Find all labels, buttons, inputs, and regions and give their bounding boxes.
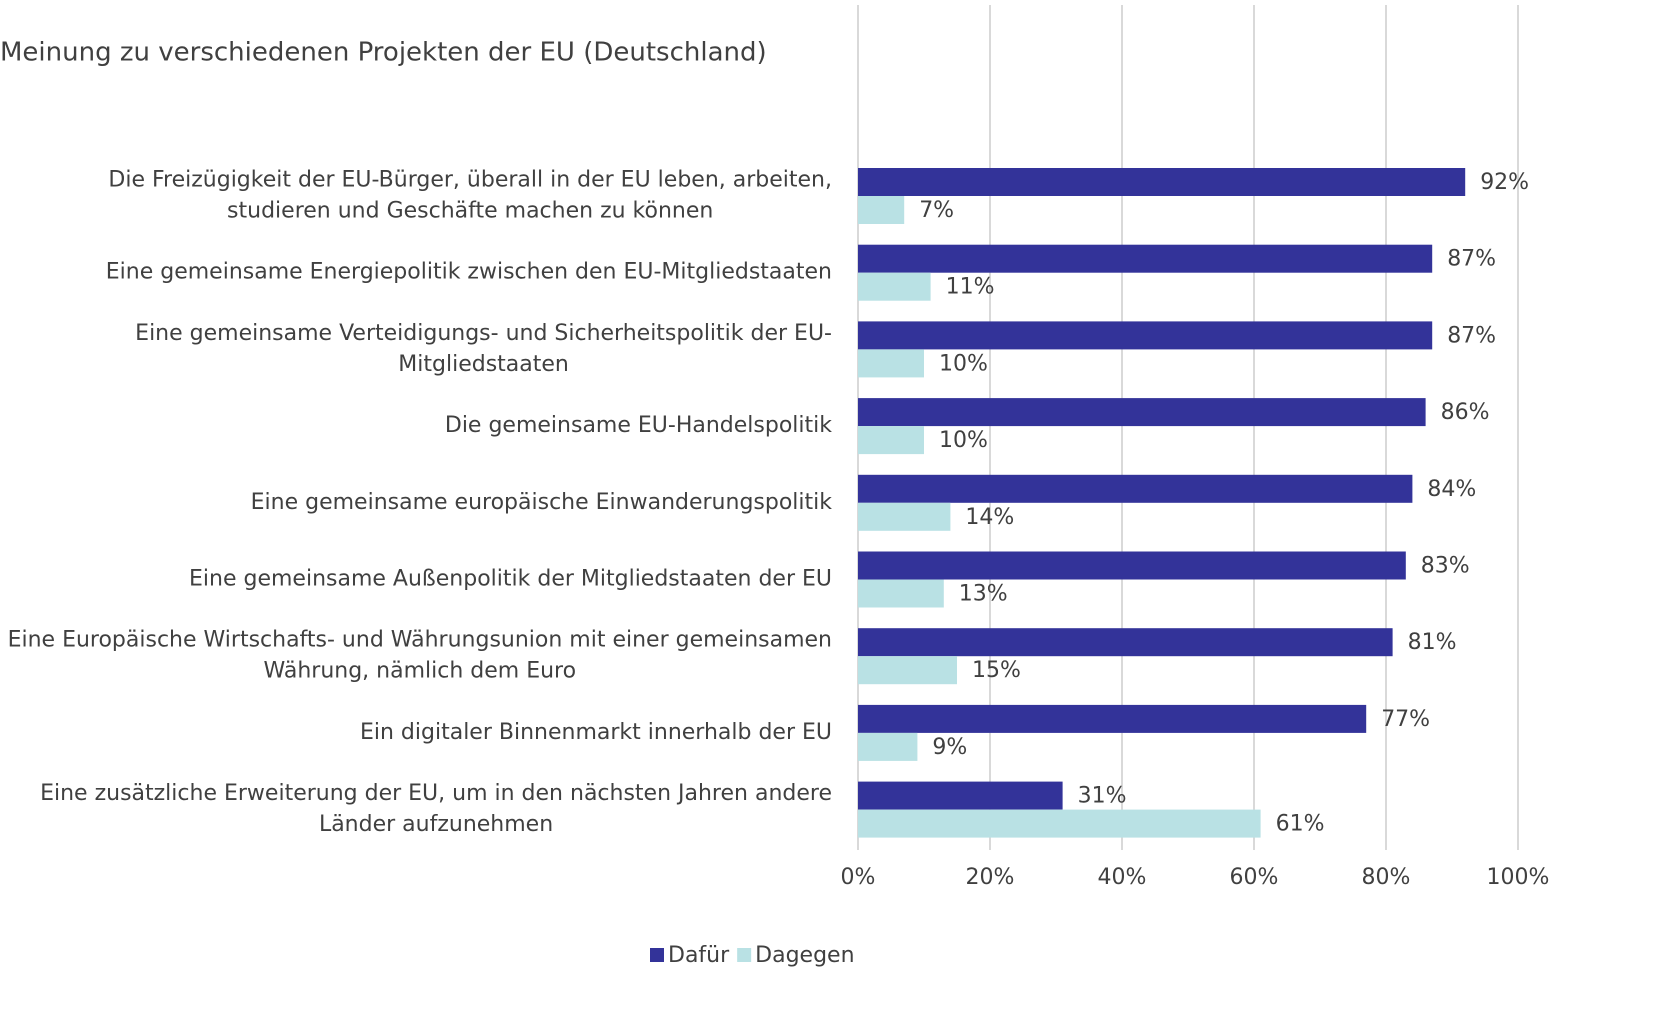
y-tick-label: Die Freizügigkeit der EU-Bürger, überall… xyxy=(108,168,832,224)
y-tick-label: Eine zusätzliche Erweiterung der EU, um … xyxy=(40,781,832,837)
legend: Dafür Dagegen xyxy=(650,943,855,968)
y-tick-label: Ein digitaler Binnenmarkt innerhalb der … xyxy=(360,720,832,745)
y-tick-label: Eine gemeinsame europäische Einwanderung… xyxy=(251,490,833,515)
data-label: 81% xyxy=(1408,630,1457,655)
y-tick-label: Eine gemeinsame Außenpolitik der Mitglie… xyxy=(189,567,832,592)
category-label: Eine zusätzliche Erweiterung der EU, um … xyxy=(40,781,832,837)
data-label: 87% xyxy=(1447,247,1496,272)
data-label: 77% xyxy=(1381,707,1430,732)
bar xyxy=(858,551,1406,580)
x-tick-label: 80% xyxy=(1362,865,1411,890)
bar xyxy=(858,272,931,301)
bar xyxy=(858,656,957,685)
y-tick-label: Eine gemeinsame Energiepolitik zwischen … xyxy=(106,260,832,285)
y-tick-label: Eine Europäische Wirtschafts- und Währun… xyxy=(8,628,832,684)
data-label: 83% xyxy=(1421,554,1470,579)
category-label: Eine Europäische Wirtschafts- und Währun… xyxy=(8,628,832,684)
data-label: 10% xyxy=(939,428,988,453)
y-tick-label: Die gemeinsame EU-Handelspolitik xyxy=(445,413,832,438)
data-label: 7% xyxy=(919,198,954,223)
data-label: 31% xyxy=(1078,784,1127,809)
bar xyxy=(858,398,1426,427)
legend-swatch xyxy=(650,948,664,962)
x-tick-label: 0% xyxy=(841,865,876,890)
bar xyxy=(858,502,951,531)
legend-swatch xyxy=(737,948,752,962)
data-label: 10% xyxy=(939,351,988,376)
data-label: 14% xyxy=(965,505,1014,530)
bar xyxy=(858,426,924,455)
data-label: 13% xyxy=(959,582,1008,607)
bar xyxy=(858,628,1393,657)
bar xyxy=(858,781,1063,810)
chart-title: Meinung zu verschiedenen Projekten der E… xyxy=(0,38,767,68)
data-label: 9% xyxy=(932,735,967,760)
data-label: 15% xyxy=(972,658,1021,683)
category-label: Die Freizügigkeit der EU-Bürger, überall… xyxy=(108,168,832,224)
category-label: Die gemeinsame EU-Handelspolitik xyxy=(445,413,832,438)
legend-label: Dagegen xyxy=(755,943,854,968)
bar xyxy=(858,196,905,224)
data-label: 87% xyxy=(1447,323,1496,348)
x-tick-label: 40% xyxy=(1098,865,1147,890)
bar xyxy=(858,349,924,378)
category-label: Ein digitaler Binnenmarkt innerhalb der … xyxy=(360,720,832,745)
data-label: 61% xyxy=(1276,812,1325,837)
category-label: Eine gemeinsame Außenpolitik der Mitglie… xyxy=(189,567,832,592)
legend-label: Dafür xyxy=(668,943,730,968)
bar xyxy=(858,809,1261,838)
x-tick-label: 100% xyxy=(1487,865,1550,890)
bar xyxy=(858,244,1433,273)
category-label: Eine gemeinsame Energiepolitik zwischen … xyxy=(106,260,832,285)
data-label: 84% xyxy=(1427,477,1476,502)
y-tick-label: Eine gemeinsame Verteidigungs- und Siche… xyxy=(135,321,832,377)
x-tick-label: 20% xyxy=(966,865,1015,890)
category-label: Eine gemeinsame Verteidigungs- und Siche… xyxy=(135,321,832,377)
bar xyxy=(858,321,1433,350)
data-label: 11% xyxy=(946,275,995,300)
bar xyxy=(858,704,1367,733)
data-label: 86% xyxy=(1441,400,1490,425)
bar xyxy=(858,579,944,608)
category-label: Eine gemeinsame europäische Einwanderung… xyxy=(251,490,833,515)
data-label: 92% xyxy=(1480,170,1529,195)
bar xyxy=(858,732,918,761)
bar xyxy=(858,474,1413,503)
x-tick-label: 60% xyxy=(1230,865,1279,890)
bar xyxy=(858,168,1466,196)
